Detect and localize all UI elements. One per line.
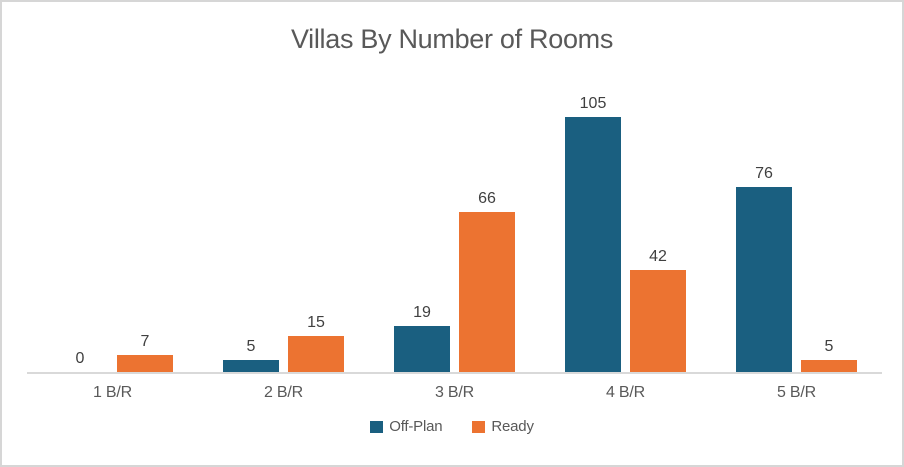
value-label-offplan-3br: 19 bbox=[413, 304, 431, 321]
bar-offplan-4br bbox=[565, 117, 621, 372]
legend-item-ready: Ready bbox=[472, 418, 534, 435]
chart-title: Villas By Number of Rooms bbox=[290, 24, 614, 54]
legend-swatch-ready bbox=[472, 420, 486, 433]
category-label-3br: 3 B/R bbox=[434, 384, 475, 401]
legend: Off-Plan Ready bbox=[2, 418, 902, 435]
bar-offplan-5br bbox=[736, 187, 792, 372]
legend-label-offplan: Off-Plan bbox=[389, 418, 443, 435]
legend-label-ready: Ready bbox=[491, 418, 534, 435]
value-label-offplan-5br: 76 bbox=[755, 165, 773, 182]
value-label-ready-3br: 66 bbox=[478, 190, 496, 207]
value-label-offplan-4br: 105 bbox=[579, 95, 607, 112]
category-label-2br: 2 B/R bbox=[263, 384, 304, 401]
bar-ready-5br bbox=[801, 360, 857, 372]
category-label-5br: 5 B/R bbox=[776, 384, 817, 401]
x-axis-line bbox=[27, 372, 882, 374]
value-label-ready-4br: 42 bbox=[649, 248, 667, 265]
bar-offplan-2br bbox=[223, 360, 279, 372]
value-label-ready-2br: 15 bbox=[307, 314, 325, 331]
legend-item-offplan: Off-Plan bbox=[370, 418, 443, 435]
value-label-ready-5br: 5 bbox=[824, 338, 834, 355]
bar-ready-1br bbox=[117, 355, 173, 372]
category-label-4br: 4 B/R bbox=[605, 384, 646, 401]
value-label-offplan-2br: 5 bbox=[246, 338, 256, 355]
bar-ready-3br bbox=[459, 212, 515, 372]
bar-ready-4br bbox=[630, 270, 686, 372]
legend-swatch-offplan bbox=[370, 420, 384, 433]
bar-offplan-3br bbox=[394, 326, 450, 372]
value-label-offplan-1br: 0 bbox=[75, 350, 85, 367]
category-label-1br: 1 B/R bbox=[92, 384, 133, 401]
value-label-ready-1br: 7 bbox=[140, 333, 150, 350]
bar-ready-2br bbox=[288, 336, 344, 372]
